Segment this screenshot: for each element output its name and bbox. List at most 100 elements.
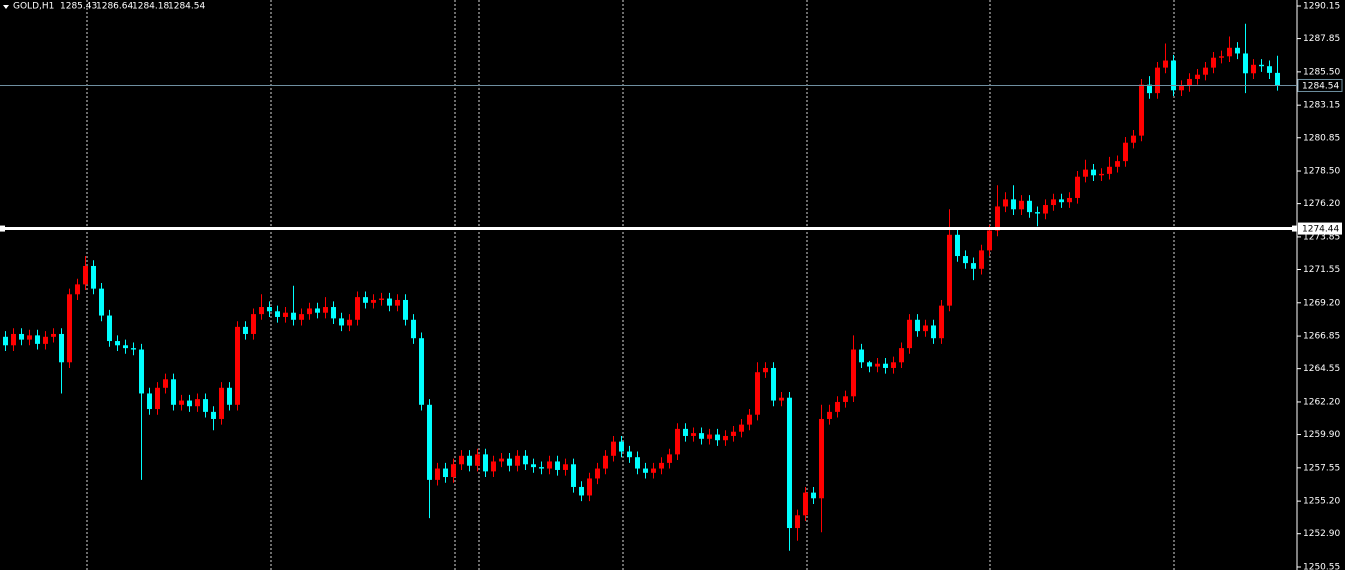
candle-body bbox=[323, 307, 328, 313]
candle-body bbox=[827, 411, 832, 419]
level-handle bbox=[1292, 225, 1297, 232]
candle-body bbox=[691, 433, 696, 436]
candle-body bbox=[787, 397, 792, 529]
candle-body bbox=[251, 314, 256, 334]
candle-body bbox=[499, 458, 504, 462]
candle-body bbox=[851, 349, 856, 397]
candle-body bbox=[115, 341, 120, 346]
candle-body bbox=[203, 399, 208, 412]
candle-body bbox=[1123, 142, 1128, 162]
candle-body bbox=[1043, 205, 1048, 214]
candle-body bbox=[155, 387, 160, 410]
candle-body bbox=[771, 367, 776, 401]
y-tick-label: 1262.20 bbox=[1303, 397, 1340, 407]
header-low: 1284.18 bbox=[132, 2, 169, 12]
candle-body bbox=[699, 433, 704, 439]
candle-body bbox=[219, 387, 224, 419]
candle-body bbox=[635, 457, 640, 469]
candle-body bbox=[483, 454, 488, 472]
candle-body bbox=[907, 319, 912, 349]
candle-body bbox=[747, 414, 752, 425]
candle-body bbox=[755, 372, 760, 415]
candle-body bbox=[667, 454, 672, 463]
candle-body bbox=[683, 428, 688, 436]
candle-body bbox=[195, 399, 200, 407]
candle-body bbox=[1091, 169, 1096, 176]
header: GOLD,H1 1285.43 1286.64 1284.18 1284.54 bbox=[3, 2, 205, 12]
candle-body bbox=[1067, 197, 1072, 203]
candle-body bbox=[843, 396, 848, 402]
candle-body bbox=[395, 299, 400, 306]
candle-body bbox=[1211, 57, 1216, 68]
candle-body bbox=[267, 307, 272, 312]
candle-body bbox=[355, 297, 360, 320]
candle-body bbox=[27, 335, 32, 340]
candle-body bbox=[619, 441, 624, 452]
candle-body bbox=[1139, 84, 1144, 136]
header-open: 1285.43 bbox=[60, 2, 97, 12]
candle-body bbox=[35, 335, 40, 344]
candle-body bbox=[411, 319, 416, 339]
y-tick-label: 1255.20 bbox=[1303, 497, 1340, 507]
candle-body bbox=[1235, 47, 1240, 54]
y-tick-label: 1276.20 bbox=[1303, 199, 1340, 209]
candle-body bbox=[307, 308, 312, 315]
header-close: 1284.54 bbox=[168, 2, 205, 12]
candle-body bbox=[507, 458, 512, 466]
candle-body bbox=[211, 411, 216, 419]
candle-body bbox=[11, 333, 16, 346]
candle-body bbox=[555, 461, 560, 470]
candle-body bbox=[347, 319, 352, 326]
candle-body bbox=[1003, 199, 1008, 207]
candle-body bbox=[1059, 199, 1064, 203]
candle-body bbox=[563, 464, 568, 470]
candle-body bbox=[971, 263, 976, 269]
candle-body bbox=[131, 348, 136, 350]
candle-body bbox=[571, 464, 576, 487]
candle-body bbox=[1147, 84, 1152, 94]
candle-body bbox=[923, 325, 928, 332]
candle-body bbox=[283, 312, 288, 317]
candle-body bbox=[1155, 67, 1160, 94]
candle-body bbox=[491, 461, 496, 472]
candle-body bbox=[475, 454, 480, 466]
candle-body bbox=[1243, 53, 1248, 74]
candle-body bbox=[627, 451, 632, 458]
candle-body bbox=[83, 265, 88, 285]
y-tick-label: 1280.85 bbox=[1303, 133, 1340, 143]
candle-body bbox=[1171, 60, 1176, 91]
candle-body bbox=[891, 362, 896, 368]
candle-body bbox=[1187, 78, 1192, 87]
candle-body bbox=[811, 492, 816, 499]
candle-body bbox=[467, 455, 472, 466]
candle-body bbox=[91, 265, 96, 289]
candle-body bbox=[427, 404, 432, 480]
candle-body bbox=[1019, 200, 1024, 210]
candle-body bbox=[363, 297, 368, 303]
candle-body bbox=[955, 234, 960, 257]
level-label-box bbox=[1298, 222, 1342, 235]
candle-body bbox=[1267, 66, 1272, 73]
candle-body bbox=[387, 298, 392, 306]
candle-body bbox=[763, 367, 768, 373]
candle-body bbox=[707, 434, 712, 439]
candle-body bbox=[291, 312, 296, 320]
candle-body bbox=[1251, 64, 1256, 74]
candle-body bbox=[435, 468, 440, 480]
bid-label: 1284.54 bbox=[1302, 81, 1339, 91]
candle-body bbox=[515, 455, 520, 466]
candle-body bbox=[979, 250, 984, 269]
y-tick-label: 1252.90 bbox=[1303, 529, 1340, 539]
candle-body bbox=[531, 464, 536, 468]
y-tick-label: 1266.85 bbox=[1303, 332, 1340, 342]
candle-body bbox=[419, 338, 424, 405]
candle-body bbox=[995, 206, 1000, 231]
candle-body bbox=[939, 305, 944, 339]
candle-body bbox=[659, 462, 664, 469]
candle-body bbox=[235, 326, 240, 405]
candle-body bbox=[259, 307, 264, 315]
candle-body bbox=[59, 333, 64, 363]
candle-body bbox=[179, 400, 184, 405]
candle-body bbox=[739, 424, 744, 432]
